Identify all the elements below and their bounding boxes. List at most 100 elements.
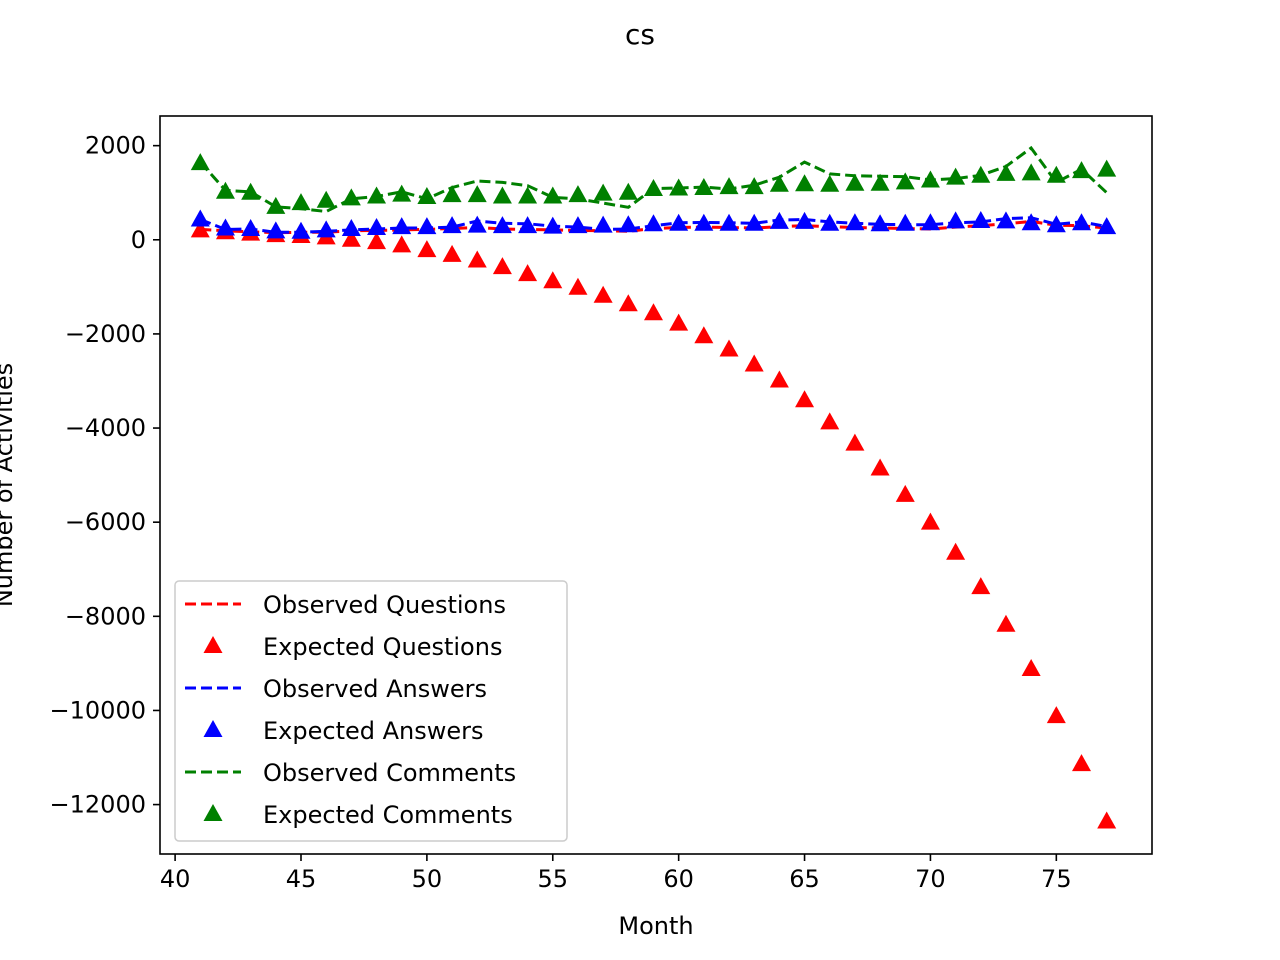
- x-tick-label: 65: [789, 865, 820, 893]
- point-expected-questions: [744, 354, 764, 372]
- point-expected-comments: [593, 183, 613, 201]
- point-expected-comments: [870, 173, 890, 191]
- point-expected-questions: [795, 390, 815, 408]
- point-expected-questions: [996, 614, 1016, 632]
- series-expected-answers: [190, 209, 1117, 239]
- point-expected-comments: [241, 182, 261, 200]
- point-expected-comments: [971, 165, 991, 183]
- point-expected-comments: [215, 181, 235, 199]
- point-expected-answers: [895, 213, 915, 231]
- point-expected-questions: [492, 257, 512, 275]
- point-expected-questions: [543, 271, 563, 289]
- legend-item-expected-questions: Expected Questions: [203, 633, 502, 661]
- point-expected-questions: [1072, 754, 1092, 772]
- point-expected-answers: [669, 213, 689, 231]
- point-expected-comments: [1097, 159, 1117, 177]
- point-expected-comments: [316, 190, 336, 208]
- point-expected-answers: [392, 217, 412, 235]
- x-axis-title: Month: [618, 912, 693, 940]
- point-expected-comments: [669, 178, 689, 196]
- point-expected-comments: [492, 186, 512, 204]
- point-expected-questions: [518, 264, 538, 282]
- point-expected-answers: [920, 213, 940, 231]
- y-tick-label: −12000: [50, 791, 146, 819]
- point-expected-comments: [518, 186, 538, 204]
- point-expected-comments: [341, 188, 361, 206]
- point-expected-answers: [1097, 217, 1117, 235]
- point-expected-questions: [618, 294, 638, 312]
- point-expected-questions: [694, 326, 714, 344]
- point-expected-answers: [744, 213, 764, 231]
- point-expected-answers: [341, 218, 361, 236]
- y-tick-label: −8000: [65, 602, 146, 630]
- point-expected-questions: [392, 235, 412, 253]
- point-expected-answers: [996, 211, 1016, 229]
- x-tick-label: 75: [1041, 865, 1072, 893]
- point-expected-questions: [417, 240, 437, 258]
- point-expected-questions: [971, 577, 991, 595]
- point-expected-questions: [719, 339, 739, 357]
- plot-frame: [159, 115, 1153, 855]
- point-expected-questions: [367, 232, 387, 250]
- point-expected-comments: [417, 186, 437, 204]
- legend-label: Expected Comments: [263, 801, 513, 829]
- point-expected-questions: [593, 285, 613, 303]
- point-expected-comments: [442, 185, 462, 203]
- point-expected-answers: [820, 213, 840, 231]
- y-tick-label: −6000: [65, 508, 146, 536]
- point-expected-answers: [266, 221, 286, 239]
- point-expected-answers: [694, 213, 714, 231]
- point-expected-answers: [845, 213, 865, 231]
- y-tick-label: −2000: [65, 320, 146, 348]
- legend-label: Observed Comments: [263, 759, 516, 787]
- point-expected-comments: [392, 184, 412, 202]
- point-expected-questions: [1097, 811, 1117, 829]
- legend-marker-swatch: [203, 636, 223, 653]
- point-expected-answers: [1072, 213, 1092, 231]
- point-expected-answers: [1021, 213, 1041, 231]
- point-expected-comments: [920, 170, 940, 188]
- point-expected-comments: [467, 185, 487, 203]
- point-expected-answers: [971, 210, 991, 228]
- y-axis-title: Number of Activities: [0, 363, 18, 607]
- point-expected-answers: [367, 218, 387, 236]
- chart-title: cs: [625, 18, 655, 51]
- point-expected-questions: [920, 512, 940, 530]
- legend-marker-swatch: [203, 720, 223, 737]
- point-expected-comments: [1046, 165, 1066, 183]
- point-expected-comments: [543, 186, 563, 204]
- y-tick-label: 0: [131, 226, 146, 254]
- legend-item-expected-comments: Expected Comments: [203, 801, 513, 829]
- point-expected-answers: [719, 213, 739, 231]
- point-expected-comments: [367, 186, 387, 204]
- legend-item-observed-answers: Observed Answers: [185, 675, 487, 703]
- point-expected-comments: [618, 182, 638, 200]
- point-expected-answers: [241, 218, 261, 236]
- point-expected-questions: [341, 229, 361, 247]
- y-axis: 2000 0 −2000 −4000 −6000 −8000 −10000 −12000: [50, 132, 160, 819]
- point-expected-questions: [467, 250, 487, 268]
- point-expected-comments: [744, 177, 764, 195]
- point-expected-answers: [190, 209, 210, 227]
- y-tick-label: −10000: [50, 696, 146, 724]
- legend-label: Expected Answers: [263, 717, 484, 745]
- point-expected-answers: [442, 216, 462, 234]
- point-expected-comments: [769, 174, 789, 192]
- point-expected-questions: [442, 244, 462, 262]
- x-tick-label: 40: [160, 865, 191, 893]
- point-expected-answers: [769, 211, 789, 229]
- point-expected-questions: [870, 458, 890, 476]
- point-expected-answers: [316, 220, 336, 238]
- x-tick-label: 70: [915, 865, 946, 893]
- point-expected-comments: [643, 178, 663, 196]
- point-expected-comments: [820, 174, 840, 192]
- point-expected-answers: [593, 215, 613, 233]
- point-expected-comments: [190, 153, 210, 171]
- point-expected-questions: [895, 484, 915, 502]
- point-expected-answers: [795, 211, 815, 229]
- x-axis: 40 45 50 55 60 65 70 75: [160, 854, 1072, 893]
- x-tick-label: 60: [663, 865, 694, 893]
- point-expected-questions: [669, 313, 689, 331]
- point-expected-answers: [946, 211, 966, 229]
